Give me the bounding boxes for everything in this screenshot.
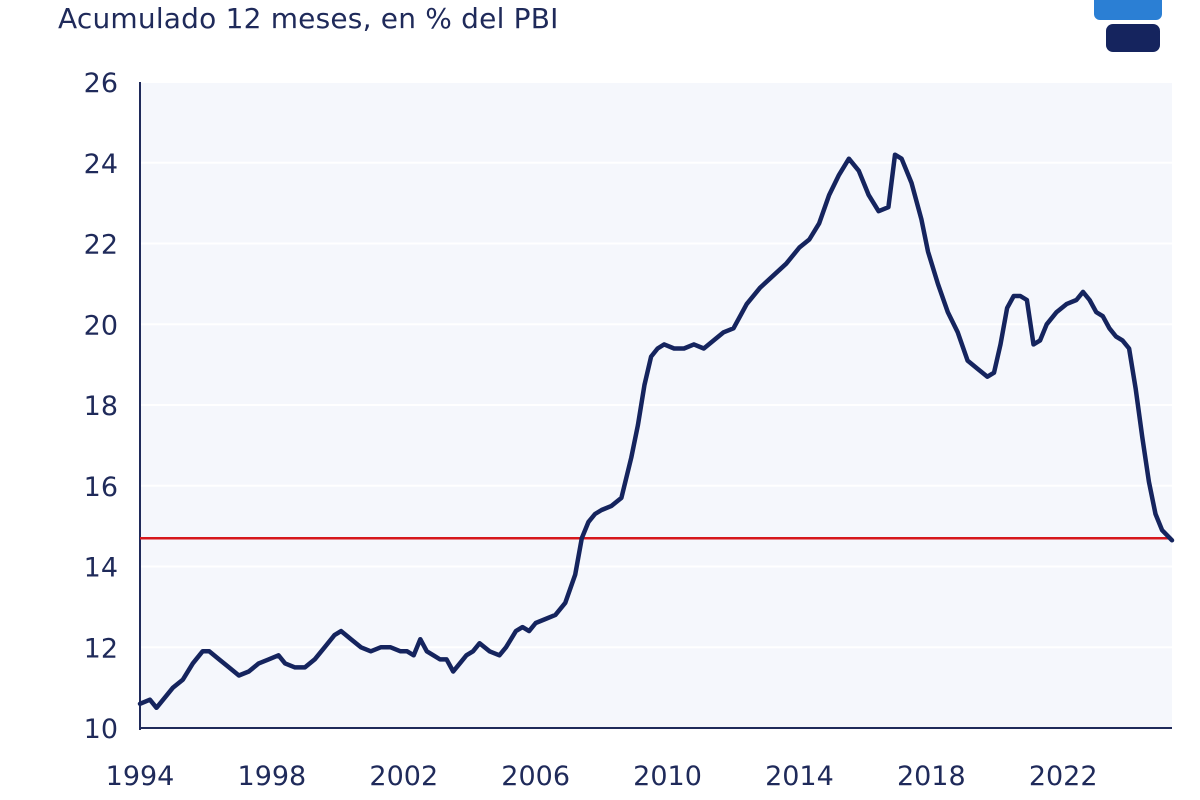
y-tick-label: 14 [84, 553, 118, 584]
x-tick-label: 1998 [238, 761, 307, 792]
y-tick-label: 24 [84, 149, 118, 180]
x-tick-label: 2022 [1029, 761, 1098, 792]
y-tick-label: 18 [84, 391, 118, 422]
series-line [137, 152, 1175, 711]
y-tick-label: 20 [84, 310, 118, 341]
y-tick-label: 22 [84, 230, 118, 261]
x-tick-label: 1994 [106, 761, 175, 792]
y-tick-label: 10 [84, 714, 118, 745]
x-tick-label: 2002 [369, 761, 438, 792]
x-tick-label: 2018 [897, 761, 966, 792]
y-tick-label: 26 [84, 68, 118, 99]
x-tick-label: 2014 [765, 761, 834, 792]
y-tick-label: 16 [84, 472, 118, 503]
chart-subtitle: Acumulado 12 meses, en % del PBI [58, 2, 559, 35]
y-tick-label: 12 [84, 633, 118, 664]
x-tick-label: 2010 [633, 761, 702, 792]
brand-logo-icon [1094, 0, 1162, 52]
x-tick-label: 2006 [501, 761, 570, 792]
